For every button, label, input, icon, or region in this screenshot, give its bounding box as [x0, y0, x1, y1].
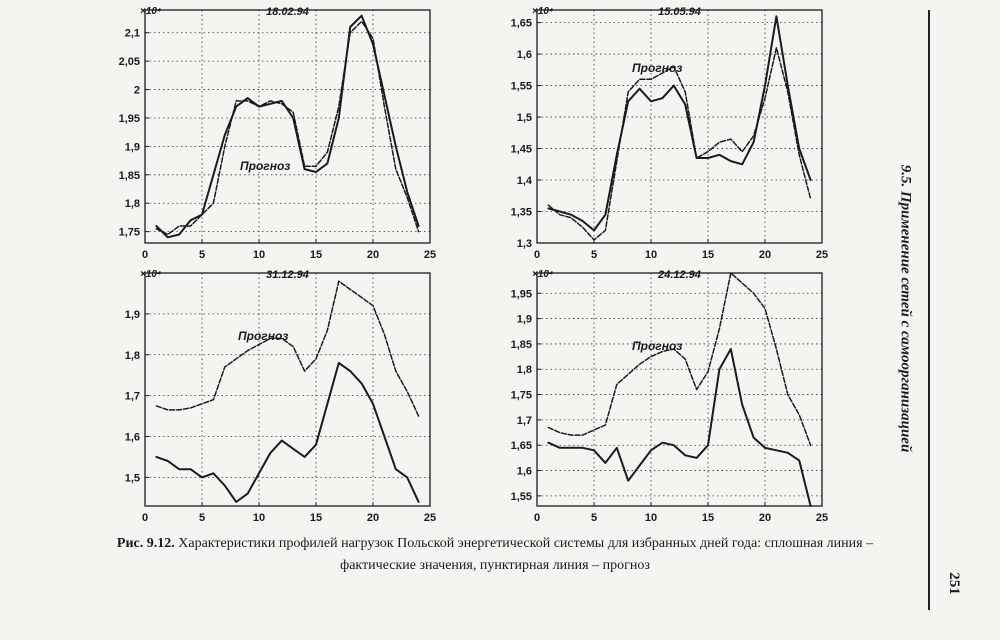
y-tick-label: 1,55	[511, 491, 532, 503]
caption-text-line1: Характеристики профилей нагрузок Польско…	[178, 536, 874, 551]
y-tick-label: 1,9	[125, 141, 140, 153]
y-tick-label: 1,75	[511, 390, 532, 402]
x-tick-label: 25	[424, 249, 436, 261]
y-tick-label: 1,5	[125, 472, 140, 484]
page-number: 251	[945, 572, 962, 595]
x-tick-label: 25	[816, 249, 828, 261]
margin-rule	[928, 10, 930, 610]
x-tick-label: 5	[591, 512, 597, 524]
running-head: 9.5. Применение сетей с самоорганизацией	[897, 164, 914, 453]
series-line-actual	[547, 15, 812, 232]
y-tick-label: 1,4	[517, 175, 533, 187]
y-tick-label: 1,65	[511, 18, 532, 30]
y-tick-label: 1,8	[517, 364, 532, 376]
y-tick-label: 1,55	[511, 81, 532, 93]
caption-text-line2: фактические значения, пунктирная линия –…	[340, 558, 650, 573]
x-tick-label: 10	[253, 512, 265, 524]
series-line-actual	[547, 348, 812, 507]
x-tick-label: 0	[142, 512, 148, 524]
y-tick-label: 1,75	[119, 227, 140, 239]
x-tick-label: 10	[253, 249, 265, 261]
scale-multiplier-label: ×10⁴	[140, 269, 161, 280]
x-tick-label: 10	[645, 512, 657, 524]
caption-lead: Рис. 9.12.	[116, 536, 175, 551]
annotation-forecast: Прогноз	[632, 61, 682, 75]
chart-title: 18.02.94	[266, 6, 309, 18]
chart-panel-3: 0 5 10 15 20 25 1,5 1,6 1,7 1,8 1,9 ×10⁴ 31.12.94 Про…	[125, 269, 436, 524]
scale-multiplier-label: ×10⁴	[140, 6, 161, 17]
y-tick-label: 1,6	[517, 466, 532, 478]
series-line-forecast	[547, 272, 812, 446]
series-line-actual	[155, 14, 420, 239]
y-tick-label: 1,6	[517, 49, 532, 61]
x-tick-label: 0	[534, 249, 540, 261]
y-tick-label: 2,05	[119, 56, 140, 68]
series-line-actual	[155, 361, 420, 503]
y-tick-label: 1,35	[511, 207, 532, 219]
annotation-forecast: Прогноз	[238, 329, 288, 343]
y-tick-label: 1,9	[517, 314, 532, 326]
y-tick-label: 1,65	[511, 440, 532, 452]
chart-panel-1: 0 5 10 15 20 25 1,75 1,8 1,85 1,9 1,95 2 2,05 2,1×10⁴…	[119, 6, 437, 261]
chart-panel-4: 0 5 10 15 20 25 1,55 1,6 1,65 1,7 1,75 1,8 1,85 1,9 1,…	[511, 269, 829, 524]
x-tick-label: 15	[702, 249, 714, 261]
x-tick-label: 0	[534, 512, 540, 524]
x-tick-label: 20	[367, 249, 379, 261]
x-tick-label: 20	[367, 512, 379, 524]
y-tick-label: 1,9	[125, 309, 140, 321]
y-tick-label: 1,85	[119, 170, 140, 182]
y-tick-label: 1,3	[517, 238, 532, 250]
x-tick-label: 5	[591, 249, 597, 261]
y-tick-label: 2	[134, 85, 140, 97]
series-line-forecast	[155, 280, 420, 417]
x-tick-label: 10	[645, 249, 657, 261]
y-tick-label: 1,8	[125, 198, 140, 210]
chart-panel-2: 0 5 10 15 20 25 1,3 1,35 1,4 1,45 1,5 1,55 1,6 1,65×1…	[511, 6, 829, 261]
x-tick-label: 5	[199, 249, 205, 261]
plot-frame	[536, 272, 823, 507]
figure-caption: Рис. 9.12. Характеристики профилей нагру…	[95, 533, 895, 577]
y-tick-label: 1,7	[517, 415, 532, 427]
x-tick-label: 5	[199, 512, 205, 524]
plot-frame	[536, 9, 823, 244]
y-tick-label: 1,5	[517, 112, 532, 124]
scale-multiplier-label: ×10⁴	[532, 6, 553, 17]
plot-frame	[144, 272, 431, 507]
x-tick-label: 15	[310, 249, 322, 261]
y-tick-label: 1,6	[125, 432, 140, 444]
series-line-forecast	[547, 47, 812, 241]
x-tick-label: 15	[702, 512, 714, 524]
annotation-forecast: Прогноз	[632, 339, 682, 353]
y-tick-label: 1,7	[125, 391, 140, 403]
x-tick-label: 20	[759, 512, 771, 524]
x-tick-label: 25	[424, 512, 436, 524]
y-tick-label: 1,45	[511, 144, 532, 156]
x-tick-label: 25	[816, 512, 828, 524]
chart-title: 15.05.94	[658, 6, 701, 18]
x-tick-label: 20	[759, 249, 771, 261]
plot-frame	[144, 9, 431, 244]
x-tick-label: 0	[142, 249, 148, 261]
annotation-forecast: Прогноз	[240, 159, 290, 173]
series-line-forecast	[155, 20, 420, 236]
chart-title: 24.12.94	[657, 269, 701, 281]
y-tick-label: 1,8	[125, 350, 140, 362]
scale-multiplier-label: ×10⁴	[532, 269, 553, 280]
x-tick-label: 15	[310, 512, 322, 524]
chart-title: 31.12.94	[266, 269, 309, 281]
y-tick-label: 1,95	[511, 288, 532, 300]
y-tick-label: 1,95	[119, 113, 140, 125]
y-tick-label: 2,1	[125, 28, 140, 40]
y-tick-label: 1,85	[511, 339, 532, 351]
